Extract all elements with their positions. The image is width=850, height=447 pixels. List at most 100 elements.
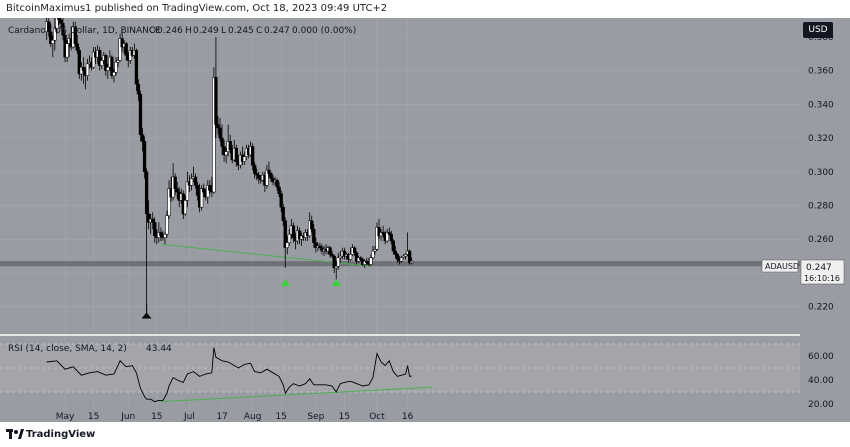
candle xyxy=(65,40,69,63)
candle xyxy=(275,178,279,191)
candle-body xyxy=(208,185,212,191)
y-tick-label: 0.220 xyxy=(808,303,834,313)
candle-body xyxy=(85,63,90,76)
candle-body xyxy=(234,147,238,162)
candle xyxy=(189,173,194,191)
candle xyxy=(312,224,316,248)
candle xyxy=(110,55,114,80)
candle-body xyxy=(314,242,318,248)
price-axis-bg[interactable] xyxy=(800,18,850,422)
candle xyxy=(407,249,412,265)
candle xyxy=(167,180,171,220)
candle xyxy=(224,148,228,164)
candle-body xyxy=(255,173,259,176)
candle xyxy=(277,181,281,198)
legend-change-value: 0.000 (0.00%) xyxy=(292,26,356,36)
candle-body xyxy=(285,242,289,248)
candle-body xyxy=(151,218,155,223)
chart-svg[interactable]: May15Jun15Jul17Aug15Sep15Oct160.2200.240… xyxy=(0,4,850,422)
candle xyxy=(144,168,149,307)
candle xyxy=(342,247,347,260)
candle-body xyxy=(100,60,104,66)
legend-open-value: 0.246 xyxy=(157,26,183,36)
candle-body xyxy=(112,72,116,76)
rsi-legend-value: 43.44 xyxy=(146,344,172,354)
candle xyxy=(173,173,177,196)
candle xyxy=(136,79,141,101)
candle-body xyxy=(120,38,124,48)
x-tick-label: 15 xyxy=(88,412,99,422)
candle xyxy=(222,139,226,162)
candle xyxy=(200,185,204,211)
candle-body xyxy=(73,26,77,44)
candle xyxy=(61,16,65,41)
candle-body xyxy=(193,176,198,186)
candle xyxy=(334,261,338,280)
candle-body xyxy=(200,188,204,208)
candle-body xyxy=(216,124,220,129)
candle-body xyxy=(134,50,139,85)
candle xyxy=(336,252,340,270)
candle-body xyxy=(106,66,110,71)
candle xyxy=(81,57,86,85)
candle-body xyxy=(61,23,65,36)
x-tick-label: Oct xyxy=(369,412,385,422)
rsi-tick-label: 20.00 xyxy=(808,400,834,410)
candle-body xyxy=(385,232,389,242)
candle xyxy=(140,127,145,152)
candle-body xyxy=(136,83,141,95)
candle-body xyxy=(59,19,63,24)
candle xyxy=(403,252,408,260)
candle-body xyxy=(98,50,102,66)
candle-body xyxy=(118,38,122,61)
grid-layer xyxy=(0,18,800,410)
candle-body xyxy=(75,43,79,51)
candle-body xyxy=(206,185,210,198)
candle xyxy=(163,232,167,245)
candle xyxy=(387,227,391,236)
y-tick-label: 0.360 xyxy=(808,67,834,77)
candle-body xyxy=(281,206,285,221)
candle xyxy=(124,41,128,61)
candle-body xyxy=(267,169,271,174)
green-arrow-marker xyxy=(280,279,291,287)
candle-body xyxy=(53,28,57,41)
candle xyxy=(310,215,314,233)
pane-separator[interactable] xyxy=(0,334,800,336)
x-tick-label: Jul xyxy=(183,412,195,422)
candle xyxy=(51,35,55,58)
candle xyxy=(183,195,187,216)
candle xyxy=(385,229,389,243)
candle xyxy=(265,165,269,189)
black-arrow-marker xyxy=(141,312,152,319)
candle-body xyxy=(212,77,216,193)
candle xyxy=(100,57,104,69)
candle xyxy=(228,134,232,154)
chart-area[interactable]: May15Jun15Jul17Aug15Sep15Oct160.2200.240… xyxy=(0,4,850,422)
candle-body xyxy=(328,247,332,255)
candle xyxy=(369,254,373,267)
y-tick-label: 0.320 xyxy=(808,134,834,144)
candle-body xyxy=(173,176,177,189)
rsi-legend-label: RSI (14, close, SMA, 14, 2) xyxy=(8,344,127,354)
y-tick-label: 0.260 xyxy=(808,235,834,245)
legend-low-label: L xyxy=(221,26,226,36)
candle xyxy=(175,181,179,199)
x-tick-label: 15 xyxy=(339,412,350,422)
candle xyxy=(120,30,124,53)
rsi-tick-label: 40.00 xyxy=(808,376,834,386)
candle-body xyxy=(218,127,222,139)
candle xyxy=(399,256,404,263)
candle-body xyxy=(175,188,179,193)
candle xyxy=(297,227,302,245)
legend-close-value: 0.247 xyxy=(264,26,290,36)
currency-button[interactable]: USD xyxy=(803,22,833,38)
candle-body xyxy=(165,215,169,235)
rsi-tick-label: 60.00 xyxy=(808,352,834,362)
candle xyxy=(116,57,120,68)
candle xyxy=(206,180,210,204)
candle-body xyxy=(389,233,393,242)
candle-body xyxy=(369,257,373,265)
candle xyxy=(318,242,322,250)
candle xyxy=(218,117,222,142)
